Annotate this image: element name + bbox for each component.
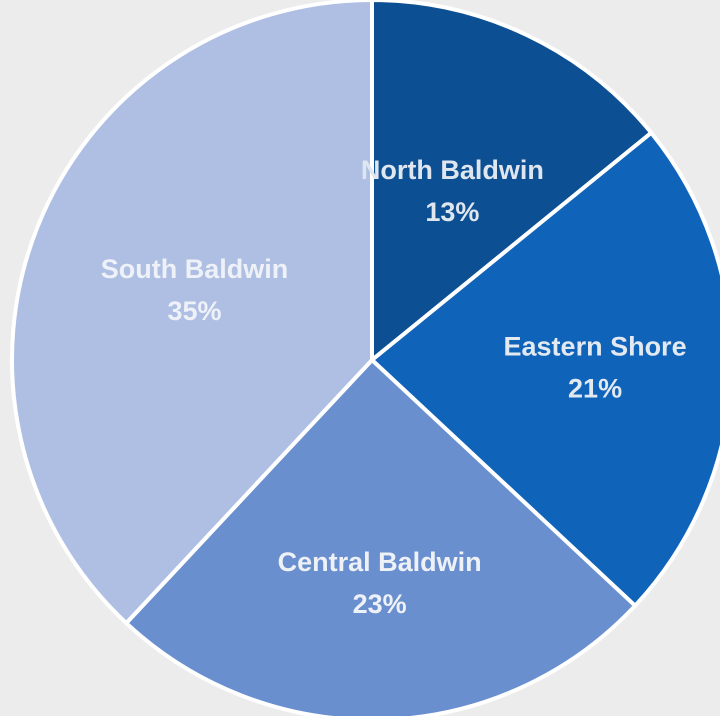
slice-name-label: Eastern Shore (504, 332, 687, 362)
slice-name-label: North Baldwin (361, 155, 544, 185)
slice-label-central-baldwin: Central Baldwin 23% (278, 547, 482, 619)
slice-label-south-baldwin: South Baldwin 35% (101, 254, 288, 326)
slices-layer (10, 0, 720, 716)
slice-label-north-baldwin: North Baldwin 13% (361, 155, 544, 227)
pie-slice-north-baldwin (370, 0, 654, 362)
slice-percent-label: 13% (425, 197, 479, 227)
labels-layer: North Baldwin 13% Eastern Shore 21% Central … (101, 155, 687, 619)
pie-slice-central-baldwin (124, 358, 638, 716)
pie-slice-eastern-shore (370, 130, 720, 608)
slice-label-eastern-shore: Eastern Shore 21% (504, 332, 687, 404)
slice-name-label: South Baldwin (101, 254, 288, 284)
slice-percent-label: 35% (167, 296, 221, 326)
slice-percent-label: 23% (353, 589, 407, 619)
slice-percent-label: 21% (568, 374, 622, 404)
slice-name-label: Central Baldwin (278, 547, 482, 577)
pie-slice-south-baldwin (10, 0, 374, 626)
